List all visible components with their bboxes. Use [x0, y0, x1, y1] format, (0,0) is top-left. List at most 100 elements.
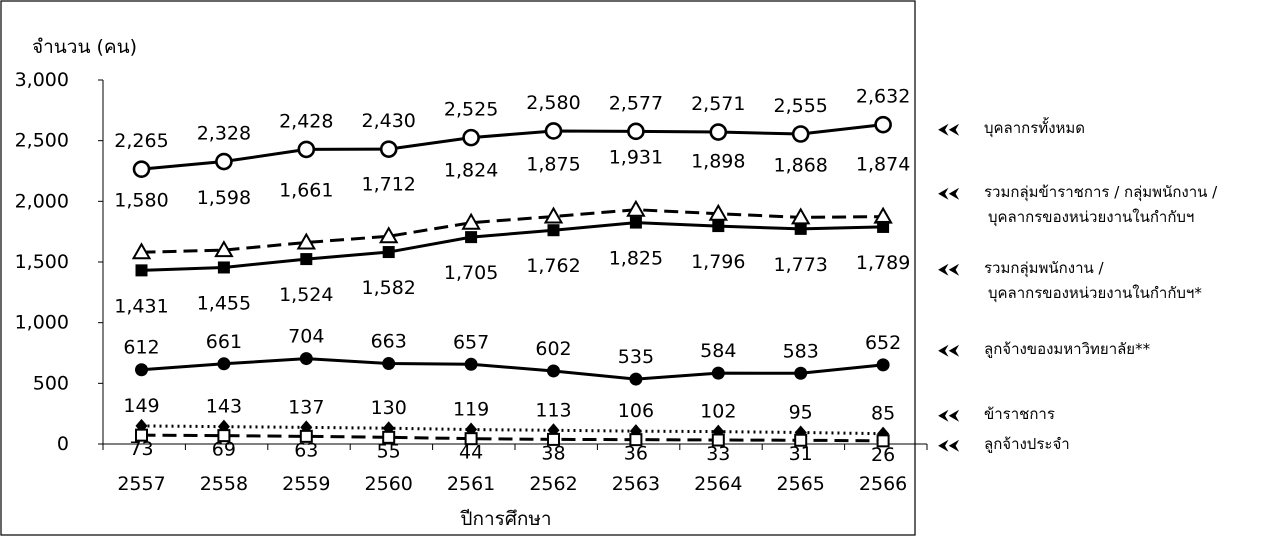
data-label: 1,789 — [856, 252, 910, 274]
data-label: 69 — [212, 439, 236, 461]
y-tick-label: 2,500 — [15, 130, 69, 152]
data-point — [629, 216, 642, 229]
data-point — [874, 115, 892, 134]
series-line-2 — [141, 221, 884, 272]
data-label: 1,582 — [361, 277, 415, 299]
data-label: 535 — [618, 346, 654, 368]
legend-arrow-icon: ⮜⮜ — [938, 341, 960, 359]
data-point — [876, 434, 890, 448]
y-tick-label: 500 — [33, 372, 69, 394]
data-label: 1,796 — [691, 251, 745, 273]
data-point — [464, 357, 478, 371]
data-point — [626, 199, 646, 217]
data-label: 95 — [789, 401, 813, 423]
data-label: 130 — [371, 397, 407, 419]
data-label: 2,632 — [856, 86, 910, 108]
x-tick-label: 2557 — [117, 473, 165, 495]
data-label: 2,428 — [279, 110, 333, 132]
data-point — [296, 232, 317, 250]
y-tick-label: 1,500 — [15, 251, 69, 273]
data-point — [544, 122, 563, 140]
data-label: 44 — [459, 442, 483, 464]
data-point — [543, 206, 564, 224]
data-point — [461, 212, 481, 230]
legend-arrow-icon: ⮜⮜ — [938, 184, 960, 202]
plot-frame — [0, 0, 916, 536]
data-point — [794, 433, 808, 447]
legend-label: รวมกลุ่มพนักงาน / — [984, 259, 1105, 278]
legend-label: บุคลากรทั้งหมด — [984, 117, 1085, 138]
data-label: 143 — [206, 396, 242, 418]
data-point — [131, 242, 152, 260]
legend-label: ลูกจ้างประจำ — [984, 435, 1070, 453]
data-label: 137 — [288, 396, 324, 418]
data-point — [708, 203, 729, 221]
data-point — [215, 152, 233, 171]
data-point — [300, 253, 313, 266]
data-label: 1,455 — [197, 292, 251, 314]
data-point — [711, 366, 725, 380]
data-label: 85 — [871, 403, 895, 425]
data-label: 55 — [377, 440, 401, 462]
data-point — [217, 357, 231, 371]
x-tick-label: 2561 — [447, 473, 495, 495]
data-point — [709, 123, 728, 141]
data-label: 26 — [871, 444, 895, 466]
data-point — [547, 224, 560, 237]
data-label: 63 — [294, 439, 318, 461]
data-label: 2,265 — [114, 130, 168, 152]
x-axis-title: ปีการศึกษา — [460, 508, 552, 530]
data-label: 1,773 — [773, 254, 827, 276]
x-tick-label: 2558 — [200, 473, 248, 495]
x-tick-label: 2560 — [365, 473, 413, 495]
data-label: 38 — [541, 442, 565, 464]
data-point — [214, 240, 234, 258]
data-point — [464, 432, 478, 446]
y-tick-label: 1,000 — [15, 312, 69, 334]
data-label: 106 — [618, 400, 654, 422]
data-label: 704 — [288, 326, 324, 348]
legend-label: ลูกจ้างของมหาวิทยาลัย** — [984, 340, 1151, 358]
y-axis-title: จำนวน (คน) — [32, 36, 137, 58]
y-tick-label: 2,000 — [15, 190, 69, 212]
data-point — [711, 433, 725, 447]
data-point — [876, 358, 890, 372]
data-label: 1,524 — [279, 284, 333, 306]
data-point — [217, 261, 230, 274]
series-line-4 — [141, 424, 884, 436]
y-tick-label: 3,000 — [15, 69, 69, 91]
data-label: 33 — [706, 443, 730, 465]
data-point — [794, 222, 807, 235]
data-point — [877, 220, 890, 233]
data-point — [629, 372, 643, 386]
legend-label: บุคลากรของหน่วยงานในกำกับฯ — [988, 208, 1194, 227]
data-label: 583 — [783, 340, 819, 362]
data-label: 1,868 — [773, 154, 827, 176]
data-point — [465, 231, 478, 244]
x-tick-label: 2559 — [282, 473, 330, 495]
data-label: 1,705 — [444, 262, 498, 284]
data-point — [299, 352, 313, 366]
data-point — [379, 140, 398, 158]
series-line-3 — [141, 357, 884, 381]
data-label: 1,431 — [114, 295, 168, 317]
series-line-5 — [141, 433, 884, 443]
data-label: 652 — [865, 332, 901, 354]
series-line-0 — [141, 123, 884, 171]
data-label: 1,712 — [361, 173, 415, 195]
legend-arrow-icon: ⮜⮜ — [938, 260, 960, 278]
legend-arrow-icon: ⮜⮜ — [938, 120, 960, 138]
data-point — [791, 125, 810, 143]
data-point — [378, 226, 399, 244]
data-label: 2,555 — [773, 95, 827, 117]
data-label: 73 — [129, 438, 153, 460]
data-label: 1,598 — [197, 187, 251, 209]
data-point — [297, 140, 316, 159]
data-label: 1,661 — [279, 179, 333, 201]
data-label: 119 — [453, 399, 489, 421]
legend-label: บุคลากรของหน่วยงานในกำกับฯ* — [988, 284, 1202, 303]
data-label: 602 — [535, 338, 571, 360]
data-point — [794, 366, 808, 380]
